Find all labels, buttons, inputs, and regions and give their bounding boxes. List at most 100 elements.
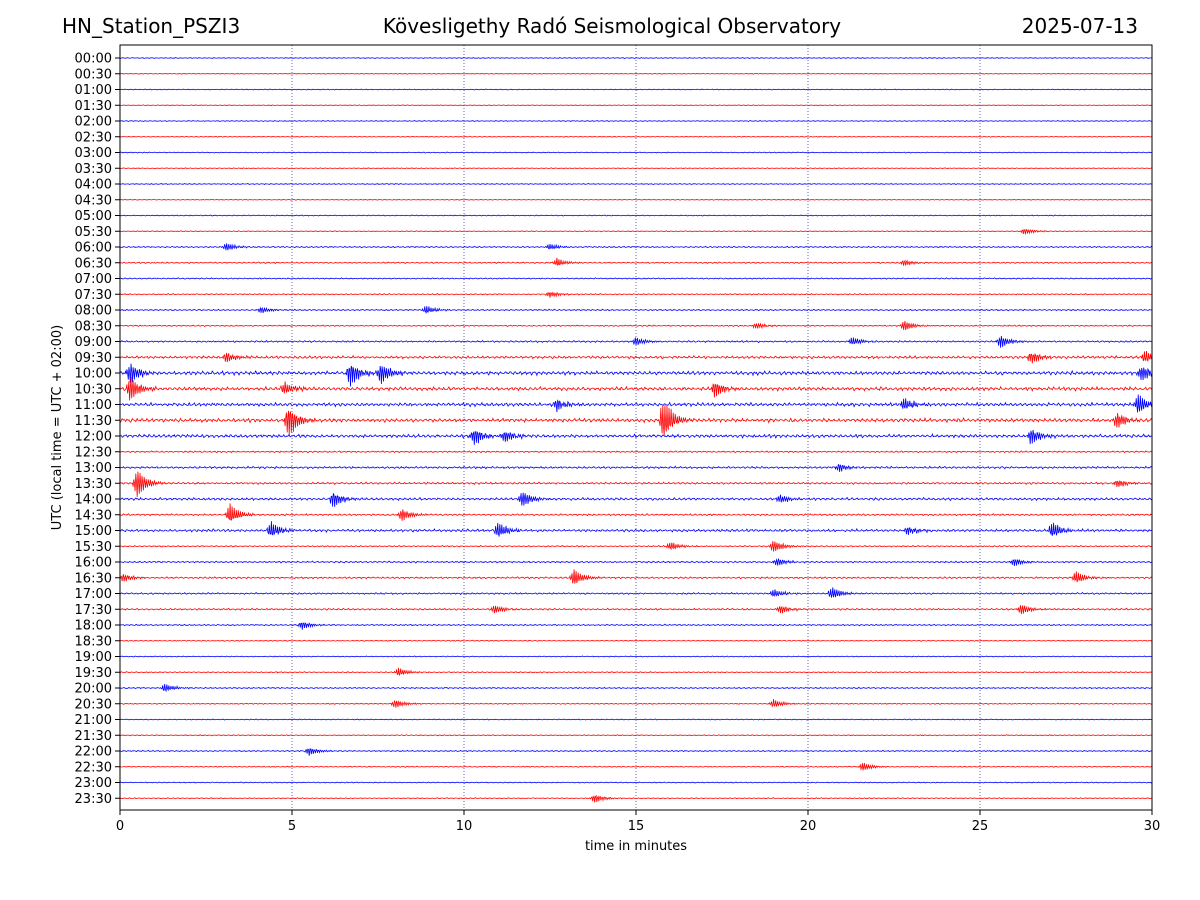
x-tick-label: 20 xyxy=(800,819,817,834)
y-tick-label: 04:00 xyxy=(75,178,112,193)
x-tick-label: 10 xyxy=(456,819,473,834)
y-tick-label: 01:30 xyxy=(75,99,112,114)
trace-1630 xyxy=(119,569,1153,584)
y-tick-label: 18:30 xyxy=(75,634,112,649)
trace-2030 xyxy=(120,699,1153,708)
trace-2000 xyxy=(119,683,1153,693)
axis-layer: 0 5 10 15 20 25 30 00:0000:3001:0001:3002:0002:… xyxy=(75,52,1161,835)
trace-0800 xyxy=(119,306,1153,314)
y-tick-label: 15:00 xyxy=(75,524,112,539)
trace-0530 xyxy=(119,228,1153,235)
trace-0230 xyxy=(119,135,1153,138)
y-tick-label: 00:30 xyxy=(75,67,112,82)
trace-0600 xyxy=(119,243,1153,251)
station-title: HN_Station_PSZI3 xyxy=(62,14,241,38)
trace-2300 xyxy=(119,781,1153,784)
trace-1030 xyxy=(119,377,1153,401)
y-tick-label: 11:00 xyxy=(75,398,112,413)
y-tick-label: 14:30 xyxy=(75,508,112,523)
y-tick-label: 03:30 xyxy=(75,162,112,177)
y-tick-label: 18:00 xyxy=(75,619,112,634)
y-tick-label: 05:00 xyxy=(75,209,112,224)
y-tick-label: 17:30 xyxy=(75,603,112,618)
y-tick-label: 04:30 xyxy=(75,193,112,208)
trace-0400 xyxy=(119,183,1153,185)
trace-0430 xyxy=(119,198,1153,201)
trace-1800 xyxy=(119,622,1153,630)
y-tick-label: 07:30 xyxy=(75,288,112,303)
trace-0500 xyxy=(119,214,1152,217)
y-tick-label: 20:30 xyxy=(75,697,112,712)
trace-0630 xyxy=(120,257,1153,266)
trace-1230 xyxy=(120,450,1153,454)
y-tick-label: 16:00 xyxy=(75,556,112,571)
trace-2130 xyxy=(119,734,1153,737)
y-tick-label: 07:00 xyxy=(75,272,112,287)
trace-0900 xyxy=(119,336,1153,348)
y-tick-label: 06:00 xyxy=(75,241,112,256)
trace-1700 xyxy=(119,587,1153,598)
y-tick-label: 12:00 xyxy=(75,430,112,445)
y-tick-label: 08:30 xyxy=(75,319,112,334)
date-title: 2025-07-13 xyxy=(1021,14,1138,38)
trace-1200 xyxy=(119,429,1153,445)
trace-1930 xyxy=(119,667,1153,677)
y-tick-label: 22:00 xyxy=(75,745,112,760)
trace-0700 xyxy=(120,277,1153,280)
x-tick-label: 30 xyxy=(1144,819,1161,834)
x-tick-label: 15 xyxy=(628,819,645,834)
y-tick-label: 06:30 xyxy=(75,256,112,271)
x-axis-label: time in minutes xyxy=(585,839,687,854)
y-axis-label: UTC (local time = UTC + 02:00) xyxy=(50,325,65,530)
trace-0200 xyxy=(120,120,1153,122)
trace-0730 xyxy=(119,291,1153,298)
trace-1330 xyxy=(119,471,1153,498)
y-tick-label: 00:00 xyxy=(75,52,112,67)
y-tick-label: 13:00 xyxy=(75,461,112,476)
y-tick-label: 20:00 xyxy=(75,682,112,697)
y-tick-label: 12:30 xyxy=(75,445,112,460)
trace-1730 xyxy=(119,605,1153,615)
y-tick-label: 01:00 xyxy=(75,83,112,98)
y-tick-label: 03:00 xyxy=(75,146,112,161)
trace-1500 xyxy=(119,521,1153,537)
y-tick-label: 09:00 xyxy=(75,335,112,350)
trace-2330 xyxy=(119,794,1153,803)
y-tick-label: 19:00 xyxy=(75,650,112,665)
trace-0830 xyxy=(120,320,1153,331)
trace-0000 xyxy=(119,57,1153,59)
y-tick-label: 05:30 xyxy=(75,225,112,240)
trace-0130 xyxy=(119,104,1153,107)
trace-1000 xyxy=(119,363,1153,387)
trace-0030 xyxy=(119,72,1153,75)
trace-2200 xyxy=(119,748,1153,756)
trace-1830 xyxy=(119,639,1153,642)
trace-1400 xyxy=(119,492,1153,507)
y-tick-label: 02:00 xyxy=(75,115,112,130)
trace-0300 xyxy=(119,151,1153,154)
y-tick-label: 10:00 xyxy=(75,367,112,382)
trace-0100 xyxy=(119,88,1153,91)
trace-1100 xyxy=(119,394,1153,413)
y-tick-label: 21:00 xyxy=(75,713,112,728)
trace-1600 xyxy=(119,558,1153,566)
trace-1130 xyxy=(119,405,1153,436)
trace-1300 xyxy=(119,463,1153,472)
trace-layer xyxy=(119,57,1153,803)
y-tick-label: 23:00 xyxy=(75,776,112,791)
y-tick-label: 17:00 xyxy=(75,587,112,602)
grid-layer xyxy=(291,45,981,810)
trace-1530 xyxy=(119,540,1153,552)
trace-0330 xyxy=(119,167,1153,170)
y-tick-label: 22:30 xyxy=(75,760,112,775)
y-tick-label: 14:00 xyxy=(75,493,112,508)
x-tick-label: 0 xyxy=(116,819,124,834)
y-tick-label: 15:30 xyxy=(75,540,112,555)
trace-2100 xyxy=(119,718,1153,721)
y-tick-label: 23:30 xyxy=(75,792,112,807)
y-tick-label: 11:30 xyxy=(75,414,112,429)
x-tick-label: 25 xyxy=(972,819,989,834)
y-tick-label: 10:30 xyxy=(75,382,112,397)
y-tick-label: 21:30 xyxy=(75,729,112,744)
